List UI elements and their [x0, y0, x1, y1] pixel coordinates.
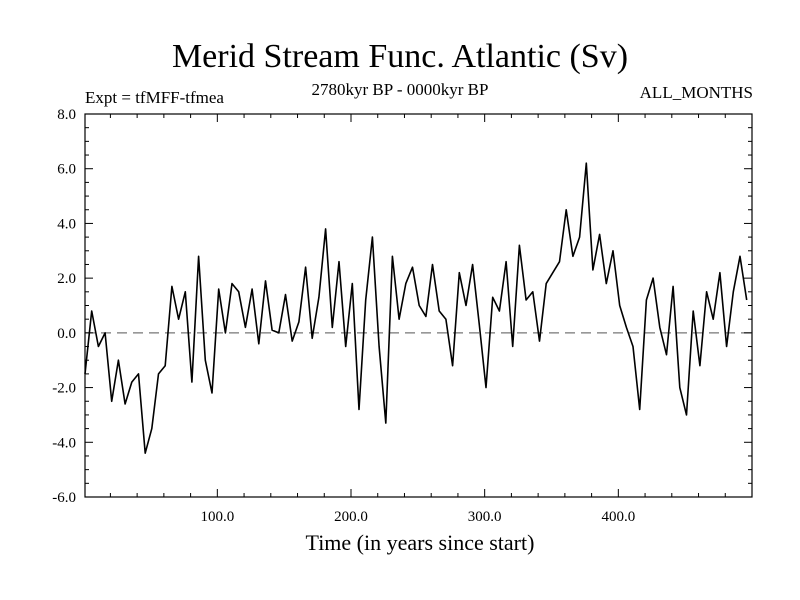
x-tick-label: 200.0	[334, 509, 368, 525]
months-label: ALL_MONTHS	[639, 83, 753, 102]
y-tick-label: 2.0	[57, 271, 76, 287]
y-tick-label: 0.0	[57, 326, 76, 342]
chart-title: Merid Stream Func. Atlantic (Sv)	[171, 38, 629, 75]
y-tick-label: 4.0	[57, 216, 76, 232]
series-line	[84, 162, 748, 455]
y-tick-label: -2.0	[52, 381, 76, 397]
x-tick-label: 300.0	[468, 509, 502, 525]
y-tick-label: -6.0	[52, 490, 76, 506]
x-axis-label: Time (in years since start)	[305, 530, 535, 555]
series-layer	[84, 162, 748, 455]
x-tick-label: 400.0	[601, 509, 635, 525]
experiment-label: Expt = tfMFF-tfmea	[85, 88, 224, 107]
y-tick-label: -4.0	[52, 435, 76, 451]
tick-layer: -6.0 -4.0 -2.0 0.0 2.0 4.0 6.0 8.0 100.0 200.0 300…	[52, 107, 752, 525]
x-tick-label: 100.0	[200, 509, 234, 525]
time-range-label: 2780kyr BP - 0000kyr BP	[311, 80, 489, 99]
y-tick-label: 6.0	[57, 162, 76, 178]
y-tick-label: 8.0	[57, 107, 76, 123]
